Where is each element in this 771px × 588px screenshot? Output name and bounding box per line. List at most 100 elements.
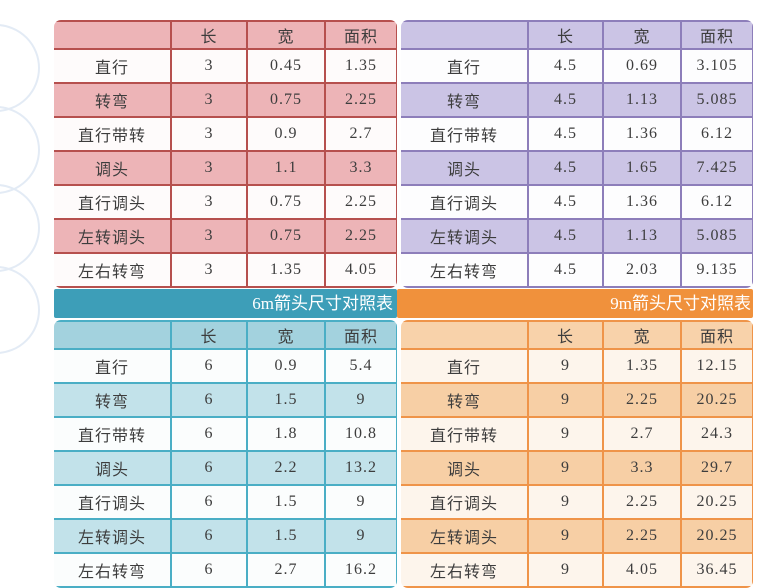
header-cell: 面积 bbox=[324, 20, 397, 50]
table-card-3m: 长宽面积 直行 3 0.45 1.35 转弯 3 0.75 2.25 直行带转 3 0.9 2.7 调头 3… bbox=[54, 20, 397, 288]
table-row: 左转调头 6 1.5 9 bbox=[54, 518, 397, 554]
data-cell: 3 bbox=[170, 252, 248, 288]
data-cell: 3 bbox=[170, 218, 248, 254]
table-row: 转弯 9 2.25 20.25 bbox=[401, 382, 753, 418]
data-cell: 1.35 bbox=[324, 48, 397, 84]
data-cell: 调头 bbox=[401, 450, 529, 486]
data-cell: 0.9 bbox=[246, 348, 326, 384]
table-row: 转弯 3 0.75 2.25 bbox=[54, 82, 397, 118]
data-cell: 6 bbox=[170, 484, 248, 520]
data-cell: 4.5 bbox=[527, 218, 604, 254]
data-cell: 4.5 bbox=[527, 82, 604, 118]
data-cell: 1.36 bbox=[602, 116, 682, 152]
data-cell: 20.25 bbox=[680, 518, 753, 554]
data-cell: 左转调头 bbox=[54, 518, 172, 554]
data-cell: 直行 bbox=[54, 348, 172, 384]
header-cell: 宽 bbox=[246, 20, 326, 50]
data-cell: 2.7 bbox=[246, 552, 326, 588]
table-card-9m: 9m箭头尺寸对照表 长宽面积 直行 9 1.35 12.15 转弯 9 2.25 20.25 直行… bbox=[397, 289, 753, 588]
data-cell: 9 bbox=[324, 382, 397, 418]
data-cell: 20.25 bbox=[680, 484, 753, 520]
data-cell: 0.45 bbox=[246, 48, 326, 84]
data-cell: 6.12 bbox=[680, 184, 753, 220]
table-row: 直行调头 6 1.5 9 bbox=[54, 484, 397, 520]
data-cell: 左转调头 bbox=[401, 518, 529, 554]
data-cell: 直行带转 bbox=[401, 116, 529, 152]
data-cell: 0.9 bbox=[246, 116, 326, 152]
data-cell: 2.7 bbox=[324, 116, 397, 152]
data-cell: 12.15 bbox=[680, 348, 753, 384]
data-cell: 转弯 bbox=[401, 82, 529, 118]
header-cell bbox=[54, 20, 172, 50]
table-row: 直行 6 0.9 5.4 bbox=[54, 348, 397, 384]
data-cell: 直行 bbox=[401, 48, 529, 84]
data-cell: 2.25 bbox=[324, 184, 397, 220]
table-row: 直行 3 0.45 1.35 bbox=[54, 48, 397, 84]
data-cell: 3 bbox=[170, 116, 248, 152]
tables-layout: 长宽面积 直行 3 0.45 1.35 转弯 3 0.75 2.25 直行带转 3 0.9 2.7 调头 3… bbox=[54, 20, 753, 588]
data-cell: 9 bbox=[527, 484, 604, 520]
data-cell: 直行 bbox=[401, 348, 529, 384]
data-cell: 9 bbox=[324, 518, 397, 554]
data-cell: 24.3 bbox=[680, 416, 753, 452]
table-row: 直行调头 4.5 1.36 6.12 bbox=[401, 184, 753, 220]
table-wrapper: 长宽面积 直行 9 1.35 12.15 转弯 9 2.25 20.25 直行带转 9 2.7 24.3… bbox=[401, 320, 753, 588]
header-row: 长宽面积 bbox=[54, 20, 397, 50]
data-cell: 16.2 bbox=[324, 552, 397, 588]
table-row: 左转调头 3 0.75 2.25 bbox=[54, 218, 397, 254]
header-cell: 宽 bbox=[602, 320, 682, 350]
data-cell: 1.36 bbox=[602, 184, 682, 220]
size-table-6m: 长宽面积 直行 6 0.9 5.4 转弯 6 1.5 9 直行带转 6 1.8 10.8 调头 6 2.2 13… bbox=[54, 320, 397, 588]
data-cell: 左右转弯 bbox=[54, 552, 172, 588]
data-cell: 1.65 bbox=[602, 150, 682, 186]
data-cell: 5.085 bbox=[680, 82, 753, 118]
data-cell: 9 bbox=[527, 382, 604, 418]
table-row: 直行带转 3 0.9 2.7 bbox=[54, 116, 397, 152]
data-cell: 2.2 bbox=[246, 450, 326, 486]
header-cell: 面积 bbox=[680, 320, 753, 350]
data-cell: 3.3 bbox=[324, 150, 397, 186]
data-cell: 3 bbox=[170, 48, 248, 84]
data-cell: 4.5 bbox=[527, 116, 604, 152]
table-row: 左转调头 9 2.25 20.25 bbox=[401, 518, 753, 554]
data-cell: 1.5 bbox=[246, 484, 326, 520]
data-cell: 直行带转 bbox=[54, 416, 172, 452]
data-cell: 6 bbox=[170, 518, 248, 554]
data-cell: 1.13 bbox=[602, 82, 682, 118]
table-row: 调头 4.5 1.65 7.425 bbox=[401, 150, 753, 186]
table-row: 直行调头 3 0.75 2.25 bbox=[54, 184, 397, 220]
table-card-6m: 6m箭头尺寸对照表 长宽面积 直行 6 0.9 5.4 转弯 6 1.5 9 直行带转 6 1.8 10… bbox=[54, 289, 397, 588]
data-cell: 4.5 bbox=[527, 184, 604, 220]
data-cell: 左右转弯 bbox=[401, 252, 529, 288]
data-cell: 1.13 bbox=[602, 218, 682, 254]
data-cell: 7.425 bbox=[680, 150, 753, 186]
table-row: 直行 4.5 0.69 3.105 bbox=[401, 48, 753, 84]
data-cell: 调头 bbox=[54, 450, 172, 486]
data-cell: 0.75 bbox=[246, 218, 326, 254]
data-cell: 9 bbox=[324, 484, 397, 520]
header-row: 长宽面积 bbox=[401, 320, 753, 350]
header-cell: 长 bbox=[527, 20, 604, 50]
table-wrapper: 长宽面积 直行 4.5 0.69 3.105 转弯 4.5 1.13 5.085 直行带转 4.5 1… bbox=[401, 20, 753, 288]
header-cell: 面积 bbox=[680, 20, 753, 50]
data-cell: 2.25 bbox=[602, 382, 682, 418]
table-row: 直行带转 6 1.8 10.8 bbox=[54, 416, 397, 452]
data-cell: 6 bbox=[170, 416, 248, 452]
header-cell bbox=[401, 20, 529, 50]
data-cell: 1.5 bbox=[246, 382, 326, 418]
data-cell: 直行调头 bbox=[401, 484, 529, 520]
table-wrapper: 长宽面积 直行 3 0.45 1.35 转弯 3 0.75 2.25 直行带转 3 0.9 2.7 调头 3… bbox=[54, 20, 397, 288]
header-cell: 长 bbox=[170, 20, 248, 50]
header-cell: 长 bbox=[527, 320, 604, 350]
size-table-3m: 长宽面积 直行 3 0.45 1.35 转弯 3 0.75 2.25 直行带转 3 0.9 2.7 调头 3… bbox=[54, 20, 397, 288]
header-cell: 面积 bbox=[324, 320, 397, 350]
data-cell: 2.25 bbox=[602, 518, 682, 554]
data-cell: 2.25 bbox=[602, 484, 682, 520]
data-cell: 直行调头 bbox=[401, 184, 529, 220]
data-cell: 3 bbox=[170, 82, 248, 118]
data-cell: 6.12 bbox=[680, 116, 753, 152]
data-cell: 0.75 bbox=[246, 82, 326, 118]
data-cell: 6 bbox=[170, 450, 248, 486]
data-cell: 直行带转 bbox=[54, 116, 172, 152]
data-cell: 直行带转 bbox=[401, 416, 529, 452]
